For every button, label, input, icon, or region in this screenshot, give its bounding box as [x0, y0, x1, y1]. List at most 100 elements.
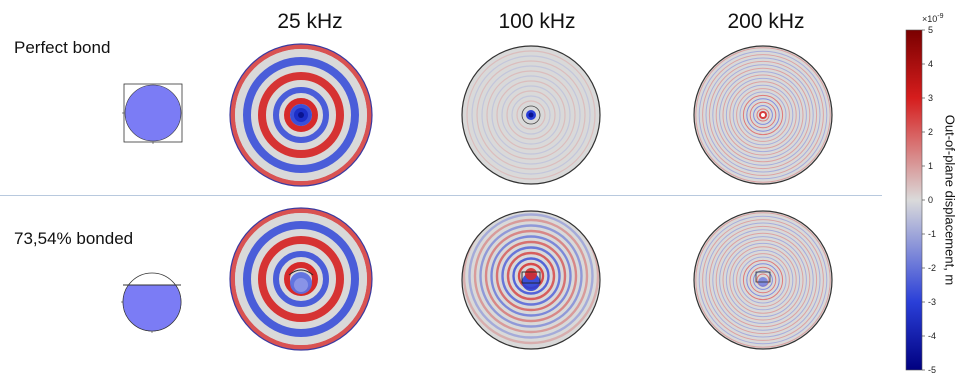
- wave-ring: [251, 65, 351, 165]
- column-heading-100khz: 100 kHz: [498, 10, 576, 33]
- wave-ring: [267, 81, 335, 149]
- wave-ring: [742, 259, 784, 301]
- wave-ring: [708, 60, 818, 170]
- wave-ring: [742, 94, 784, 136]
- wave-ring: [719, 71, 807, 159]
- colorbar-tick-label: 3: [928, 93, 933, 103]
- wave-ring: [746, 98, 780, 132]
- plate-edge: [229, 43, 373, 187]
- wave-ring: [473, 218, 589, 334]
- colorbar-gradient: [905, 29, 923, 371]
- wave-ring: [708, 225, 818, 335]
- plot-partial-200khz: [693, 210, 833, 350]
- wave-ring: [739, 91, 787, 139]
- wave-ring: [736, 88, 790, 142]
- wave-ring: [468, 213, 594, 339]
- wave-ring: [715, 232, 811, 328]
- wave-ring: [732, 84, 794, 146]
- wave-ring: [746, 263, 780, 297]
- colorbar-title: Out-of-plane displacement, m: [942, 114, 958, 286]
- wave-ring: [698, 50, 828, 180]
- wave-ring: [725, 242, 801, 318]
- wave-core: [298, 112, 304, 118]
- wave-ring: [466, 50, 596, 180]
- row-label-perfect-bond: Perfect bond: [14, 38, 111, 57]
- partial-bond-schematic: [121, 272, 182, 333]
- wave-ring: [732, 249, 794, 311]
- plot-perfect-25khz: [229, 43, 373, 187]
- wave-ring: [501, 246, 561, 306]
- wave-ring: [719, 236, 807, 324]
- wave-ring: [273, 87, 329, 143]
- wave-ring: [722, 74, 804, 156]
- wave-ring: [725, 77, 801, 153]
- wave-ring: [486, 70, 576, 160]
- colorbar-tick-label: -1: [928, 229, 936, 239]
- wave-ring: [243, 221, 359, 337]
- wave-ring: [235, 49, 367, 181]
- wave-ring: [516, 100, 546, 130]
- wave-ring: [722, 239, 804, 321]
- perfect-bond-schematic: [122, 83, 183, 144]
- plot-perfect-100khz: [461, 45, 601, 185]
- colorbar-tick-label: -4: [928, 331, 936, 341]
- wave-ring: [512, 257, 550, 295]
- wave-ring: [506, 90, 556, 140]
- wave-ring: [705, 222, 821, 338]
- wave-core: [525, 268, 537, 280]
- wave-ring: [481, 65, 581, 165]
- wave-ring: [462, 211, 600, 345]
- wave-ring: [243, 57, 359, 173]
- plate-edge: [229, 207, 373, 351]
- wave-ring: [736, 253, 790, 307]
- wave-ring: [230, 208, 372, 350]
- wave-ring: [715, 67, 811, 163]
- wave-ring: [695, 47, 831, 183]
- wave-ring: [729, 246, 797, 314]
- wave-ring: [476, 60, 586, 170]
- colorbar: 5 4 3 2 1 0 -1 -2 -3 -4 -5: [905, 25, 936, 375]
- wave-ring: [756, 108, 770, 122]
- wave-ring: [471, 55, 591, 175]
- colorbar-tick-label: -2: [928, 263, 936, 273]
- plate-edge: [693, 45, 833, 185]
- row-divider: [0, 195, 882, 196]
- wave-ring: [258, 72, 344, 158]
- row-label-partial-bond: 73,54% bonded: [14, 229, 134, 248]
- wave-core: [761, 113, 765, 117]
- colorbar-tick-label: 4: [928, 59, 933, 69]
- wave-ring: [273, 251, 329, 307]
- plot-perfect-200khz: [693, 45, 833, 185]
- wave-ring: [753, 105, 773, 125]
- wave-ring: [479, 224, 583, 328]
- wave-ring: [702, 54, 824, 176]
- wave-ring: [258, 236, 344, 322]
- colorbar-exponent: ×10-9: [922, 13, 944, 24]
- wave-ring: [705, 57, 821, 173]
- wave-ring: [712, 229, 814, 331]
- wave-ring: [230, 44, 372, 186]
- wave-ring: [749, 101, 777, 129]
- wave-ring: [491, 75, 571, 155]
- colorbar-tick-label: 0: [928, 195, 933, 205]
- wave-ring: [511, 95, 551, 135]
- debond-edge: [288, 269, 314, 276]
- wave-ring: [279, 257, 323, 301]
- wave-ring: [235, 213, 367, 345]
- wave-ring: [284, 98, 318, 132]
- wave-ring: [501, 85, 561, 145]
- colorbar-tick-label: 1: [928, 161, 933, 171]
- wave-ring: [496, 80, 566, 150]
- wave-core: [528, 112, 534, 118]
- wave-ring: [729, 81, 797, 149]
- wave-ring: [739, 256, 787, 304]
- column-heading-25khz: 25 kHz: [277, 10, 343, 33]
- colorbar-tick-label: 2: [928, 127, 933, 137]
- wave-ring: [267, 245, 335, 313]
- colorbar-tick-label: -3: [928, 297, 936, 307]
- wave-core: [294, 278, 308, 292]
- wave-ring: [251, 229, 351, 329]
- plate-edge: [693, 210, 833, 350]
- plate-edge: [461, 210, 601, 350]
- wave-ring: [490, 235, 572, 317]
